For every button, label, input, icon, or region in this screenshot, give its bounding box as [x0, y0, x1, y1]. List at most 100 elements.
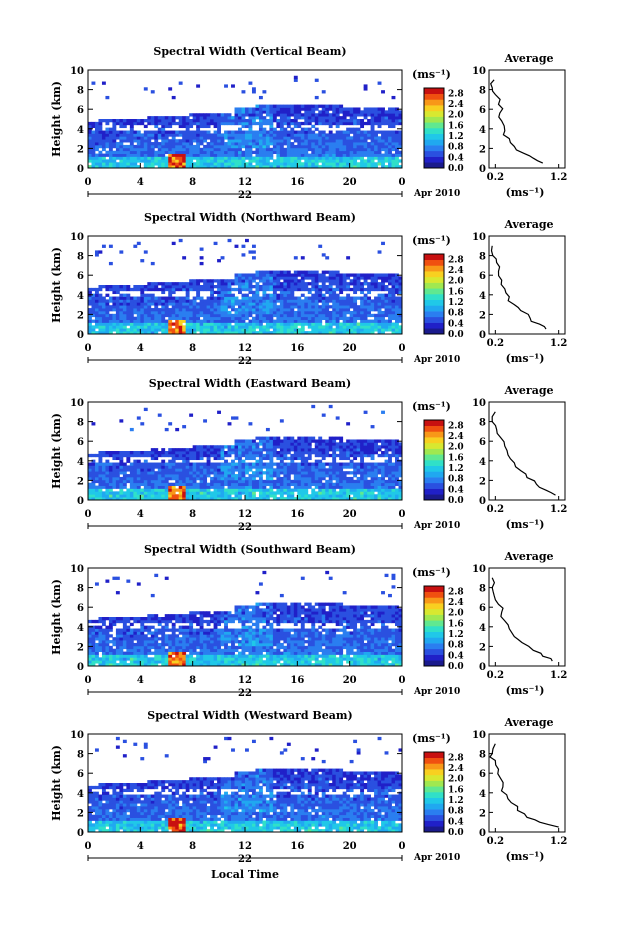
- heatmap-cell: [398, 116, 403, 120]
- heatmap-cell: [248, 136, 253, 140]
- heatmap-cell: [377, 282, 382, 286]
- heatmap-cell: [136, 308, 141, 312]
- heatmap-cell: [185, 485, 190, 489]
- heatmap-cell: [381, 494, 385, 498]
- heatmap-cell: [175, 162, 180, 166]
- heatmap-cell: [258, 497, 263, 501]
- heatmap-cell: [339, 325, 344, 329]
- heatmap-cell: [321, 471, 326, 475]
- heatmap-cell: [88, 121, 92, 126]
- heatmap-cell: [185, 127, 190, 131]
- heatmap-cell: [206, 144, 211, 149]
- heatmap-cell: [353, 445, 358, 449]
- heatmap-cell: [286, 325, 291, 329]
- heatmap-cell: [251, 136, 256, 140]
- heatmap-cell: [265, 159, 270, 163]
- heatmap-cell: [94, 479, 99, 484]
- heatmap-cell: [349, 113, 354, 117]
- heatmap-cell: [94, 474, 99, 478]
- heatmap-cell: [185, 462, 190, 466]
- heatmap-cell: [286, 488, 291, 492]
- heatmap-cell: [311, 133, 316, 137]
- heatmap-cell: [245, 322, 249, 326]
- heatmap-cell: [182, 474, 187, 478]
- heatmap-cell: [234, 451, 239, 455]
- colorbar-unit-label: (ms⁻¹): [412, 68, 451, 81]
- heatmap-cell: [269, 456, 274, 461]
- heatmap-cell: [346, 287, 351, 292]
- heatmap-cell: [101, 296, 106, 300]
- heatmap-cell: [349, 159, 354, 163]
- heatmap-cell: [224, 322, 228, 326]
- heatmap-cell: [332, 299, 337, 303]
- heatmap-cell: [370, 325, 375, 329]
- heatmap-cell: [213, 453, 218, 458]
- heatmap-cell: [381, 331, 385, 335]
- heatmap-cell: [98, 497, 103, 501]
- heatmap-cell: [307, 110, 312, 114]
- heatmap-cell: [213, 494, 218, 498]
- heatmap-cell: [231, 144, 235, 149]
- heatmap-cell: [210, 299, 214, 303]
- heatmap-cell: [276, 436, 281, 440]
- heatmap-cell: [339, 150, 344, 154]
- heatmap-cell: [339, 465, 344, 469]
- heatmap-cell: [150, 287, 155, 292]
- heatmap-cell: [206, 468, 211, 472]
- heatmap-cell: [388, 476, 392, 481]
- heatmap-cell: [339, 273, 344, 277]
- heatmap-cell: [115, 451, 120, 455]
- heatmap-cell: [161, 322, 166, 326]
- heatmap-cell: [101, 482, 106, 486]
- heatmap-cell: [136, 121, 141, 126]
- heatmap-cell: [283, 156, 288, 160]
- heatmap-cell: [203, 162, 208, 166]
- heatmap-cell: [339, 462, 344, 466]
- heatmap-cell: [370, 116, 375, 120]
- heatmap-cell: [238, 276, 242, 280]
- heatmap-cell: [234, 453, 239, 458]
- heatmap-cell: [300, 136, 305, 140]
- heatmap-cell: [398, 319, 403, 323]
- heatmap-cell: [206, 136, 211, 140]
- heatmap-cell: [286, 107, 291, 111]
- heatmap-cell: [171, 482, 176, 486]
- heatmap-cell: [91, 471, 96, 475]
- heatmap-cell: [286, 462, 291, 466]
- heatmap-cell: [258, 325, 263, 329]
- heatmap-cell: [147, 299, 152, 303]
- heatmap-cell: [231, 130, 235, 134]
- heatmap-cell: [314, 133, 319, 137]
- heatmap-cell: [346, 153, 351, 157]
- heatmap-cell: [279, 113, 284, 117]
- heatmap-cell: [161, 319, 166, 323]
- heatmap-cell: [349, 116, 354, 120]
- heatmap-cell: [290, 325, 295, 329]
- heatmap-cell: [346, 497, 351, 501]
- heatmap-cell: [391, 313, 396, 318]
- heatmap-cell: [115, 479, 120, 484]
- heatmap-cell: [314, 276, 319, 280]
- heatmap-cell: [150, 293, 155, 297]
- heatmap-cell: [147, 153, 152, 157]
- heatmap-cell: [363, 293, 368, 297]
- heatmap-cell: [367, 308, 371, 312]
- colorbar-segment: [424, 93, 444, 100]
- heatmap-cell: [311, 331, 316, 335]
- heatmap-cell: [192, 139, 197, 143]
- heatmap-cell: [269, 308, 274, 312]
- heatmap-cell: [133, 453, 138, 458]
- heatmap-cell: [217, 491, 221, 495]
- heatmap-cell: [262, 110, 267, 114]
- heatmap-cell: [248, 319, 253, 323]
- heatmap-cell: [115, 482, 120, 486]
- heatmap-cell: [265, 119, 270, 123]
- heatmap-cell: [377, 325, 382, 329]
- heatmap-cell: [332, 162, 337, 166]
- heatmap-cell: [318, 121, 323, 126]
- heatmap-cell: [94, 308, 99, 312]
- heatmap-cell: [269, 445, 274, 449]
- heatmap-cell: [192, 448, 197, 452]
- heatmap-cell: [286, 465, 291, 469]
- heatmap-cell: [304, 165, 309, 169]
